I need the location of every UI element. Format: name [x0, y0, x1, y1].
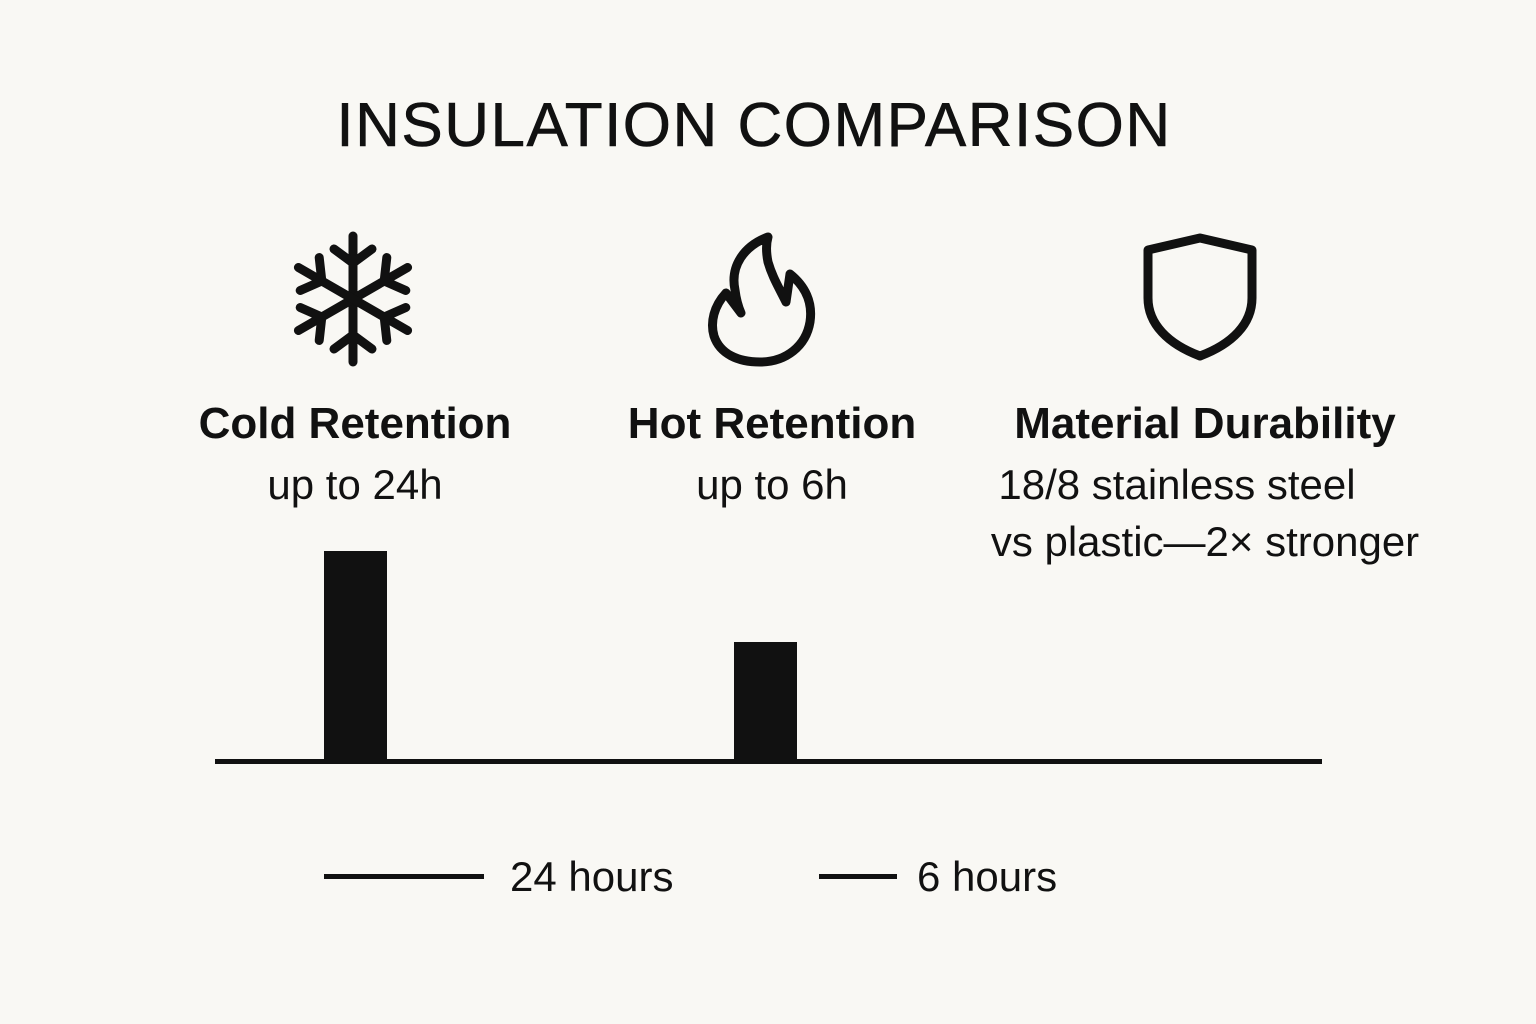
cold-retention-title: Cold Retention [198, 399, 512, 448]
shield-icon [1140, 228, 1260, 364]
legend-label-24h: 24 hours [510, 853, 674, 900]
hot-retention-title: Hot Retention [627, 399, 917, 448]
snowflake-icon [288, 228, 418, 370]
cold-retention-subtitle: up to 24h [267, 461, 443, 508]
hot-retention-subtitle: up to 6h [696, 461, 848, 508]
bar-cold-retention [324, 551, 387, 761]
legend-line-24h [324, 874, 484, 879]
legend-label-6h: 6 hours [917, 853, 1058, 900]
material-durability-line1: 18/8 stainless steel [998, 461, 1356, 508]
chart-title: INSULATION COMPARISON [336, 91, 1172, 161]
bar-hot-retention [734, 642, 797, 761]
material-durability-title: Material Durability [1014, 399, 1396, 448]
material-durability-line2: vs plastic—2× stronger [990, 518, 1420, 565]
chart-baseline [215, 759, 1322, 764]
flame-icon [706, 228, 818, 368]
legend-line-6h [819, 874, 897, 879]
